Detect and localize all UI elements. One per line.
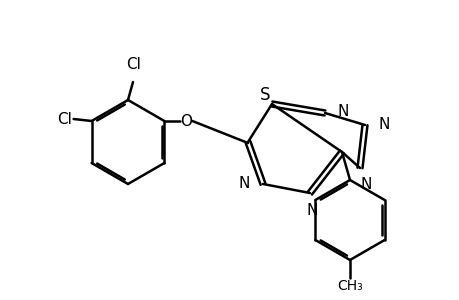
Text: N: N (238, 176, 249, 191)
Text: N: N (306, 203, 317, 218)
Text: N: N (337, 103, 349, 118)
Text: CH₃: CH₃ (336, 279, 362, 293)
Text: O: O (180, 113, 192, 128)
Text: N: N (378, 116, 390, 131)
Text: Cl: Cl (126, 57, 141, 72)
Text: Cl: Cl (56, 112, 72, 127)
Text: S: S (259, 86, 270, 104)
Text: N: N (359, 177, 371, 192)
